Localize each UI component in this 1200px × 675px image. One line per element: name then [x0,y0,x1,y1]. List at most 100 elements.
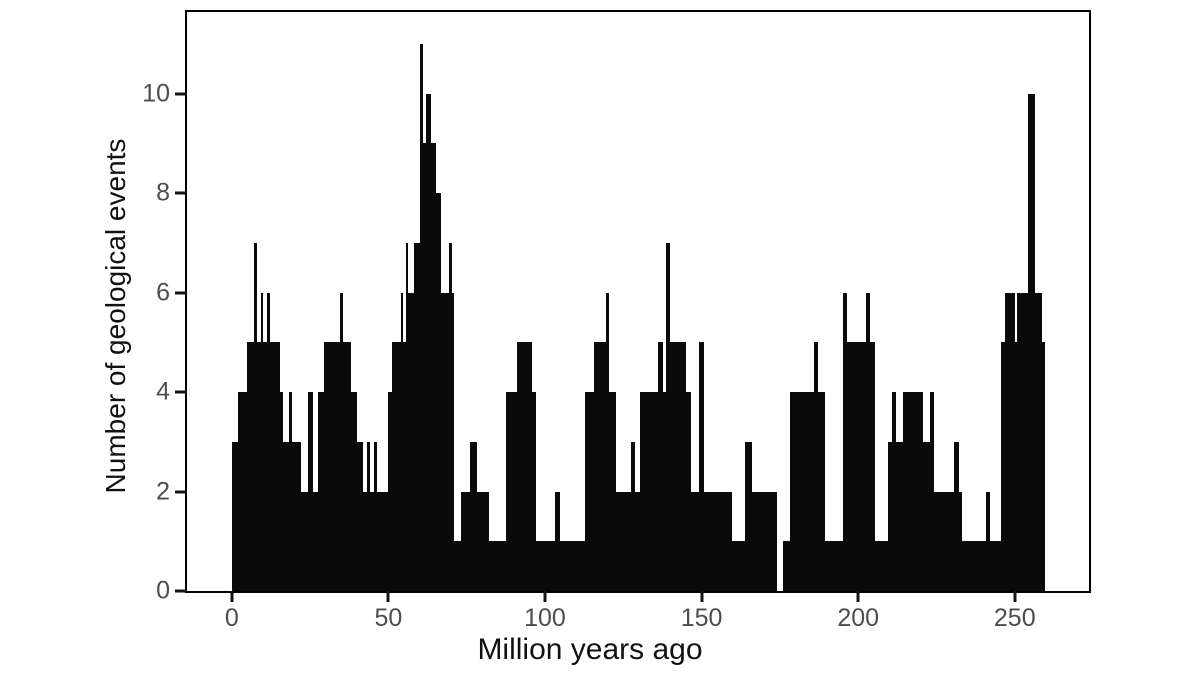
histogram-bar [615,491,632,591]
histogram-bar [985,491,990,591]
y-axis-tick [175,191,187,195]
histogram-bar [1028,93,1035,591]
histogram-bar [555,491,560,591]
histogram-bar [267,292,270,591]
histogram-bar [408,292,415,591]
histogram-bar [263,342,268,591]
histogram-bar [516,342,532,591]
histogram-bar [657,342,663,591]
histogram-bar [339,292,344,591]
x-axis-tick-label: 150 [680,604,723,632]
x-axis-tick-label: 200 [837,604,880,632]
histogram-bar [238,392,247,591]
histogram-bar [435,193,441,591]
histogram-bar [609,392,616,591]
histogram-bar [405,242,409,591]
x-axis-tick [1013,591,1017,602]
histogram-bar [892,392,896,591]
y-axis-tick [175,589,187,593]
histogram-bar [1004,292,1015,591]
histogram-bar [392,342,401,591]
x-axis-tick [700,591,704,602]
histogram-bar [814,342,818,591]
x-axis-tick [543,591,547,602]
histogram-bar [403,342,406,591]
histogram-bar [1000,342,1005,591]
histogram-bar [752,491,778,591]
histogram-bar [283,441,290,591]
histogram-bar [440,292,449,591]
x-axis-tick [386,591,390,602]
histogram-bar [1017,292,1029,591]
y-axis-title: Number of geological events [100,138,131,494]
histogram-bar [874,541,888,591]
histogram-bar [634,491,640,591]
y-axis-tick-label: 4 [156,377,170,406]
histogram-bar [690,491,700,591]
histogram-bar [461,491,471,591]
histogram-bar [1014,342,1018,591]
histogram-bar [343,342,352,591]
histogram-bar [670,342,686,591]
histogram-bar [606,292,610,591]
histogram-bar [289,392,292,591]
histogram-bar [313,491,319,591]
histogram-bar [377,491,389,591]
histogram-bar [505,392,517,591]
histogram-bar [662,392,666,591]
histogram-bar [307,392,314,591]
histogram-bar [300,491,308,591]
y-axis-tick-label: 2 [156,477,170,505]
x-axis-tick [230,591,234,602]
histogram-bar [253,242,257,591]
histogram-bar [731,541,746,591]
histogram-bar [323,342,340,591]
histogram-bar [922,441,930,591]
histogram-bar [560,541,585,591]
histogram-bar [665,242,671,591]
histogram-bar [783,541,791,591]
histogram-bar [902,392,923,591]
y-axis-tick-label: 0 [156,576,170,605]
x-axis-tick-label: 0 [224,604,239,632]
y-axis-tick-label: 6 [156,278,170,307]
histogram-bar [962,541,986,591]
x-axis-tick-label: 250 [993,604,1036,632]
histogram-bar [929,392,935,591]
y-axis-tick [175,490,187,493]
histogram-bar [954,441,959,591]
histogram-bar [639,392,658,591]
histogram-bar [351,392,357,591]
histogram-bar [1042,342,1045,591]
histogram-bar [431,143,436,591]
histogram-bar [260,292,264,591]
histogram-bar [817,392,825,591]
histogram-bar [422,143,426,591]
histogram-bar [699,342,705,591]
histogram-bar [846,342,867,591]
histogram-bar [291,441,301,591]
histogram-bar [685,392,691,591]
x-axis-tick-label: 50 [374,604,403,632]
y-axis-tick [175,92,187,96]
histogram-bar [870,342,875,591]
histogram-bar [369,491,375,591]
histogram-bar [454,541,462,591]
histogram-bar [594,342,607,591]
x-axis-tick-label: 100 [524,604,566,632]
histogram-bar [488,541,506,591]
histogram-bar [536,541,555,591]
histogram-bar [280,392,284,591]
histogram-bar [448,242,452,591]
histogram-bar [367,441,370,591]
plot-area: 0 50 100 150 200 250 0 2 4 6 8 10 [142,10,1091,631]
y-axis-tick [175,291,187,295]
histogram-bar [790,392,814,591]
histogram-bar [631,441,635,591]
histogram-bar [584,392,595,591]
histogram-bar [958,491,963,591]
y-axis-tick-label: 8 [156,178,170,207]
histogram-bar [269,342,280,591]
x-axis-tick [856,591,860,602]
histogram-bar [531,392,537,591]
